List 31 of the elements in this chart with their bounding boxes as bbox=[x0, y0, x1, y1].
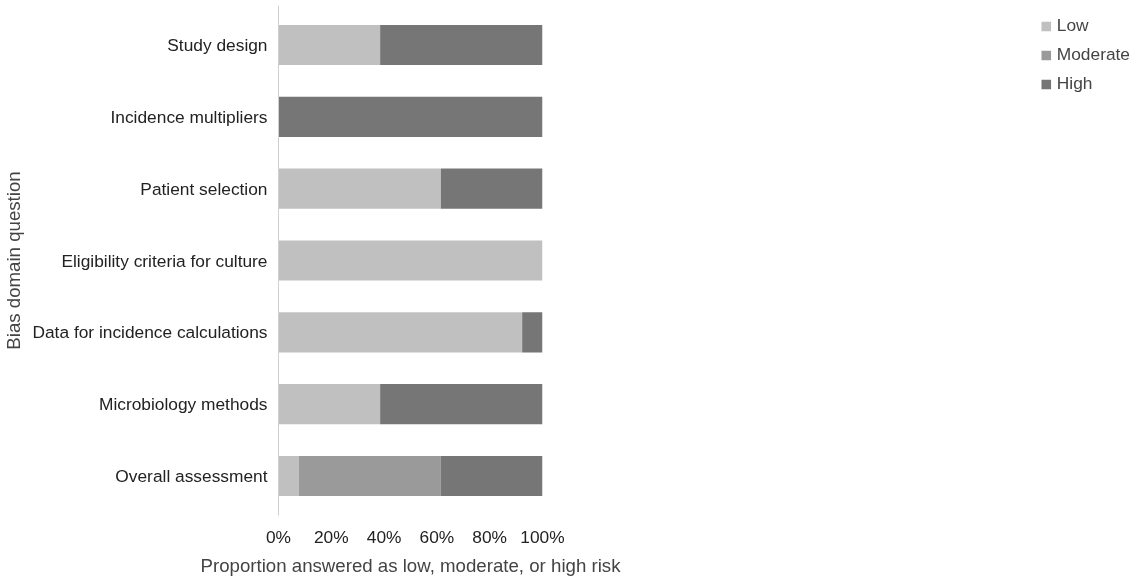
bar bbox=[380, 384, 543, 425]
y-axis-title: Bias domain question bbox=[3, 171, 25, 350]
bar bbox=[278, 96, 543, 137]
bar bbox=[278, 24, 381, 66]
bar bbox=[278, 312, 523, 353]
y-tick-label: Microbiology methods bbox=[98, 394, 268, 415]
legend-label: High bbox=[1056, 73, 1093, 94]
x-tick-label: 80% bbox=[472, 526, 508, 547]
x-axis-title: Proportion answered as low, moderate, or high risk bbox=[200, 554, 622, 576]
y-tick-label: Eligibility criteria for culture bbox=[61, 250, 268, 271]
bar bbox=[278, 168, 441, 209]
x-tick-label: 100% bbox=[520, 526, 565, 547]
bar bbox=[380, 24, 543, 66]
bar bbox=[440, 455, 543, 497]
x-tick-label: 60% bbox=[419, 526, 455, 547]
bar bbox=[278, 240, 543, 281]
x-tick-label: 20% bbox=[313, 526, 349, 547]
y-tick-label: Incidence multipliers bbox=[110, 106, 268, 127]
bar bbox=[522, 312, 543, 353]
legend-label: Moderate bbox=[1056, 44, 1130, 65]
y-tick-label: Patient selection bbox=[140, 178, 268, 199]
y-tick-label: Study design bbox=[167, 35, 268, 56]
legend-label: Low bbox=[1056, 15, 1089, 36]
y-tick-label: Data for incidence calculations bbox=[32, 322, 268, 343]
x-tick-label: 0% bbox=[265, 526, 292, 547]
bar bbox=[278, 455, 299, 497]
y-tick-label: Overall assessment bbox=[115, 465, 268, 486]
bar bbox=[298, 455, 441, 497]
x-tick-label: 40% bbox=[366, 526, 402, 547]
bar bbox=[278, 384, 381, 425]
bar bbox=[440, 168, 543, 209]
